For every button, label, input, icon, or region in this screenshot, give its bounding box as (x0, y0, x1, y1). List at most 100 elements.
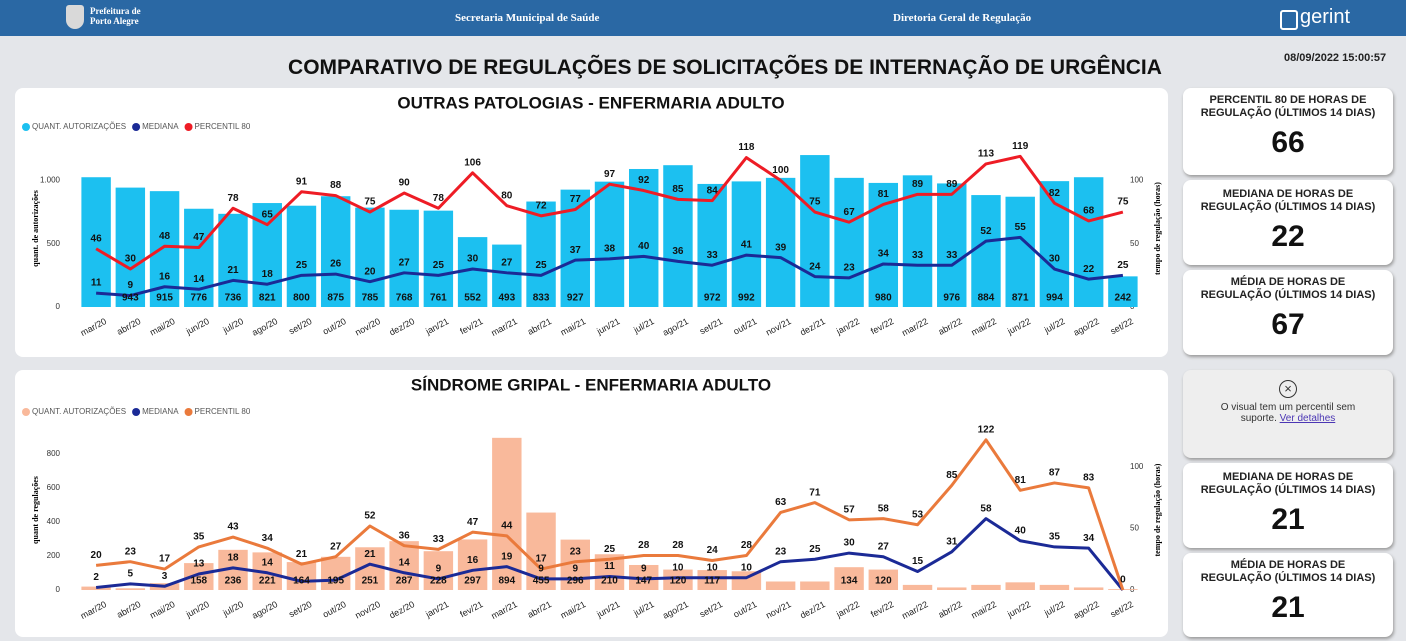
data-label: 34 (878, 249, 890, 260)
data-label: 41 (741, 240, 753, 251)
bar (834, 567, 864, 590)
bar (286, 205, 317, 307)
data-label: 52 (364, 511, 376, 522)
bar (731, 571, 762, 590)
bar (526, 201, 556, 307)
data-label: 97 (604, 169, 616, 180)
data-label: 89 (912, 179, 924, 190)
data-label: 296 (567, 576, 584, 587)
data-label: 78 (433, 193, 445, 204)
data-label: 30 (844, 538, 856, 549)
error-text: O visual tem um percentil sem suporte. V… (1203, 402, 1373, 424)
data-label: 27 (501, 257, 513, 268)
bar (697, 183, 727, 307)
y-axis-title: quant de regulações (31, 476, 40, 544)
logo-line: Porto Alegre (90, 16, 139, 26)
data-label: 44 (501, 520, 513, 531)
data-label: 75 (364, 197, 376, 208)
data-label: 26 (330, 259, 342, 270)
data-label: 43 (227, 522, 239, 533)
data-label: 16 (467, 555, 479, 566)
data-label: 75 (809, 197, 821, 208)
kpi-title: MEDIANA DE HORAS DE REGULAÇÃO (ÚLTIMOS 1… (1200, 188, 1376, 213)
data-label: 85 (946, 470, 958, 481)
data-label: 82 (1049, 188, 1061, 199)
line (95, 517, 1125, 591)
data-label: 776 (190, 293, 207, 304)
data-label: 17 (159, 554, 171, 565)
kpi-title: PERCENTIL 80 DE HORAS DE REGULAÇÃO (ÚLTI… (1200, 94, 1376, 119)
data-label: 106 (464, 157, 481, 168)
line (95, 438, 1125, 591)
chart-title: OUTRAS PATOLOGIAS - ENFERMARIA ADULTO (397, 93, 784, 112)
data-label: 25 (433, 260, 445, 271)
data-label: 81 (1015, 475, 1027, 486)
data-label: 195 (327, 576, 344, 587)
data-label: 821 (259, 293, 276, 304)
data-label: 75 (1117, 197, 1129, 208)
bar (320, 556, 351, 590)
data-label: 5 (128, 568, 134, 579)
brand: gerint (1300, 6, 1351, 28)
data-label: 23 (775, 546, 787, 557)
bar (697, 570, 727, 590)
bar (765, 581, 796, 590)
kpi-value: 66 (1271, 126, 1305, 159)
header-left: Secretaria Municipal de Saúde (455, 12, 600, 24)
bar (423, 210, 454, 307)
data-label: 2 (93, 572, 99, 583)
bar (423, 551, 454, 590)
legend-label: PERCENTIL 80 (195, 122, 251, 131)
data-label: 251 (362, 576, 379, 587)
data-label: 68 (1083, 206, 1095, 217)
data-label: 23 (570, 546, 582, 557)
data-label: 28 (672, 540, 684, 551)
data-label: 33 (707, 250, 719, 261)
data-label: 37 (570, 245, 582, 256)
bar (937, 587, 967, 590)
data-label: 90 (399, 178, 411, 189)
details-link[interactable]: Ver detalhes (1279, 413, 1336, 424)
data-label: 10 (741, 562, 753, 573)
data-label: 147 (635, 576, 652, 587)
bar (1039, 181, 1070, 307)
data-label: 25 (1117, 260, 1129, 271)
data-label: 119 (1012, 141, 1029, 152)
kpi-card: MÉDIA DE HORAS DE REGULAÇÃO (ÚLTIMOS 14 … (1183, 553, 1393, 637)
data-label: 120 (670, 576, 687, 587)
y2-tick-label: 50 (1130, 239, 1139, 248)
timestamp: 08/09/2022 15:00:57 (1284, 52, 1387, 64)
logo-text: Prefeitura de Porto Alegre (90, 6, 141, 26)
bar (594, 181, 625, 307)
data-label: 9 (538, 564, 544, 575)
data-label: 89 (946, 179, 958, 190)
data-label: 58 (980, 503, 992, 514)
data-label: 53 (912, 509, 924, 520)
data-label: 0 (1120, 575, 1126, 586)
data-label: 25 (535, 260, 547, 271)
data-label: 992 (738, 293, 755, 304)
data-label: 33 (433, 534, 445, 545)
bar (355, 207, 385, 307)
legend-label: QUANT. AUTORIZAÇÕES (32, 122, 126, 131)
data-label: 58 (878, 503, 890, 514)
data-label: 761 (430, 293, 447, 304)
kpi-value: 67 (1271, 308, 1305, 341)
data-label: 9 (641, 564, 647, 575)
data-label: 9 (572, 564, 578, 575)
bar (115, 187, 146, 307)
data-label: 455 (533, 576, 550, 587)
logo-icon (66, 5, 84, 29)
data-label: 164 (293, 576, 310, 587)
data-label: 3 (162, 571, 168, 582)
data-label: 21 (227, 265, 239, 276)
legend-label: MEDIANA (142, 407, 179, 416)
data-label: 120 (875, 576, 892, 587)
data-label: 11 (91, 278, 102, 289)
bar (663, 569, 693, 590)
bar (1108, 276, 1138, 307)
data-label: 33 (946, 250, 958, 261)
data-label: 27 (330, 541, 342, 552)
data-label: 65 (262, 209, 274, 220)
